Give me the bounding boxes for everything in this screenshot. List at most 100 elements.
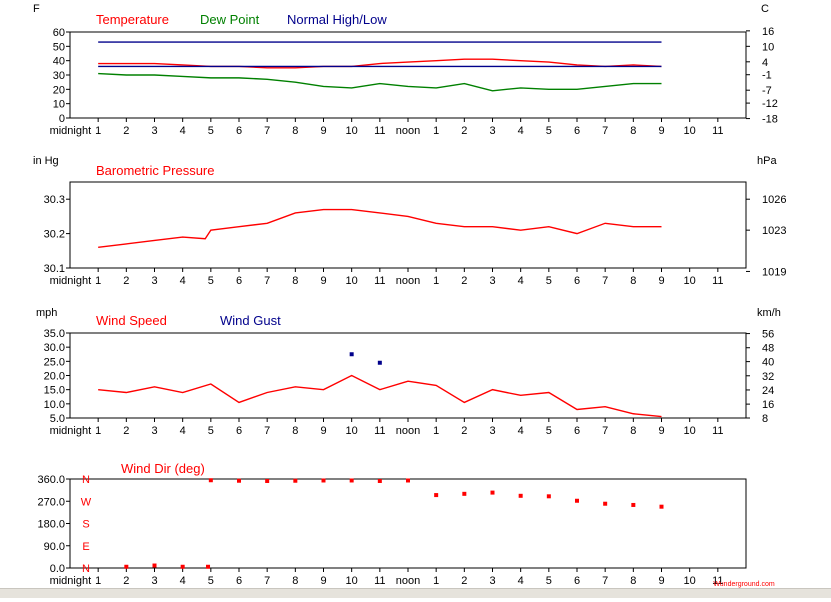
chart3-ytick-label: 10.0	[44, 399, 65, 411]
chart4-point-1-1	[124, 564, 129, 569]
chart4-xtick-label: 1	[433, 575, 439, 587]
chart4-xtick-label: 3	[489, 575, 495, 587]
chart1-ytick-label: 20	[53, 84, 65, 96]
chart3-ytick-label: 30.0	[44, 342, 65, 354]
chart4-point-1-16	[518, 493, 523, 498]
chart2-xtick-label: 4	[518, 275, 524, 287]
chart4-ytick-label: 360.0	[37, 474, 65, 486]
chart3-xtick-label: 9	[658, 425, 664, 437]
chart4-plot-frame	[69, 478, 747, 569]
chart3-left-unit: mph	[36, 307, 57, 319]
chart2-ytick-label: 30.1	[44, 263, 65, 275]
chart3-right-tick-label: 16	[762, 399, 774, 411]
chart3-right-tick-label: 32	[762, 371, 774, 383]
chart4-xtick-label: 7	[602, 575, 608, 587]
chart1-right-tick-label: 10	[762, 41, 774, 53]
chart2-right-tick-label: 1019	[762, 266, 786, 278]
chart4-point-1-17	[546, 494, 551, 499]
chart1-xtick-label: 3	[151, 125, 157, 137]
chart2-plot-frame	[69, 181, 747, 269]
chart3-right-tick-label: 8	[762, 413, 768, 425]
chart2-left-unit: in Hg	[33, 155, 59, 167]
chart1-xtick-label: 8	[630, 125, 636, 137]
chart2-ytick-label: 30.3	[44, 194, 65, 206]
chart3-xtick-label: 7	[602, 425, 608, 437]
chart3-series-line-1	[98, 374, 662, 418]
chart4-xtick-label: 5	[208, 575, 214, 587]
chart1-xtick-label: 10	[684, 125, 696, 137]
chart1-left-unit: F	[33, 3, 40, 15]
chart4-xtick-label: 10	[684, 575, 696, 587]
chart3-xtick-label: 1	[433, 425, 439, 437]
chart4-xtick-label: 3	[151, 575, 157, 587]
chart2-series-line-1	[98, 208, 662, 249]
chart2-right-tick-label: 1026	[762, 194, 786, 206]
chart4-compass-label: E	[82, 541, 89, 553]
chart1-xtick-label: 1	[95, 125, 101, 137]
chart4-point-1-12	[406, 478, 410, 483]
chart3-xtick-label: 11	[712, 425, 723, 437]
chart3-xstart-label: midnight	[50, 425, 92, 437]
chart4-xtick-label: 4	[518, 575, 524, 587]
chart3-xtick-label: 5	[546, 425, 552, 437]
chart4-xtick-label: 2	[461, 575, 467, 587]
chart1-xtick-label: 3	[489, 125, 495, 137]
chart3-xtick-label: 2	[123, 425, 129, 437]
watermark-text: Wunderground.com	[713, 581, 775, 588]
chart1-xtick-label: noon	[396, 125, 420, 137]
chart1-xtick-label: 11	[374, 125, 385, 137]
chart4-point-1-13	[434, 493, 439, 498]
chart4-compass-label: N	[82, 474, 90, 486]
chart1-ytick-label: 10	[53, 99, 65, 111]
chart4-point-1-4	[206, 564, 211, 569]
chart3-xtick-label: 8	[292, 425, 298, 437]
chart2-xtick-label: 10	[346, 275, 358, 287]
chart3-point-2-1	[349, 352, 354, 357]
chart4-xtick-label: 9	[658, 575, 664, 587]
chart2-xtick-label: 10	[684, 275, 696, 287]
chart2-xtick-label: 3	[489, 275, 495, 287]
chart3-xtick-label: 3	[489, 425, 495, 437]
chart1-ytick-label: 50	[53, 41, 65, 53]
chart4-point-1-18	[575, 498, 579, 503]
chart4-xtick-label: noon	[396, 575, 420, 587]
chart3-xtick-label: 3	[151, 425, 157, 437]
chart3-xtick-label: 10	[684, 425, 696, 437]
chart3-xtick-label: 4	[180, 425, 186, 437]
chart3-right-tick-label: 48	[762, 343, 774, 355]
chart3-xtick-label: 6	[236, 425, 242, 437]
chart4-point-1-14	[462, 491, 467, 496]
chart4-point-1-19	[603, 501, 608, 506]
chart2-xtick-label: 4	[180, 275, 186, 287]
chart3-right-unit: km/h	[757, 307, 781, 319]
chart4-xtick-label: 6	[574, 575, 580, 587]
chart3-point-2-2	[377, 360, 382, 365]
chart3-right-tick-label: 56	[762, 329, 774, 341]
chart4-xtick-label: 11	[374, 575, 385, 587]
chart2-right-unit: hPa	[757, 155, 777, 167]
chart4-point-1-20	[631, 502, 636, 507]
chart1-series-line-2	[98, 72, 662, 92]
chart2-xtick-label: 3	[151, 275, 157, 287]
chart1-xtick-label: 10	[346, 125, 358, 137]
chart2-xtick-label: 9	[320, 275, 326, 287]
chart3-plot-frame	[69, 332, 747, 419]
chart4-compass-label: N	[82, 563, 90, 575]
chart1-xtick-label: 6	[574, 125, 580, 137]
chart2-xtick-label: 6	[574, 275, 580, 287]
chart3-xtick-label: 7	[264, 425, 270, 437]
chart4-xtick-label: 4	[180, 575, 186, 587]
chart3-legend-2: Wind Gust	[220, 313, 281, 328]
chart1-xtick-label: 4	[518, 125, 524, 137]
chart4-xtick-label: 6	[236, 575, 242, 587]
status-strip	[0, 588, 831, 598]
chart1-legend-2: Dew Point	[200, 12, 260, 27]
chart1-right-tick-label: -7	[762, 85, 772, 97]
chart2-xtick-label: 8	[292, 275, 298, 287]
chart2-xtick-label: 2	[123, 275, 129, 287]
chart1-xtick-label: 6	[236, 125, 242, 137]
chart1-xtick-label: 8	[292, 125, 298, 137]
chart2-xtick-label: 8	[630, 275, 636, 287]
